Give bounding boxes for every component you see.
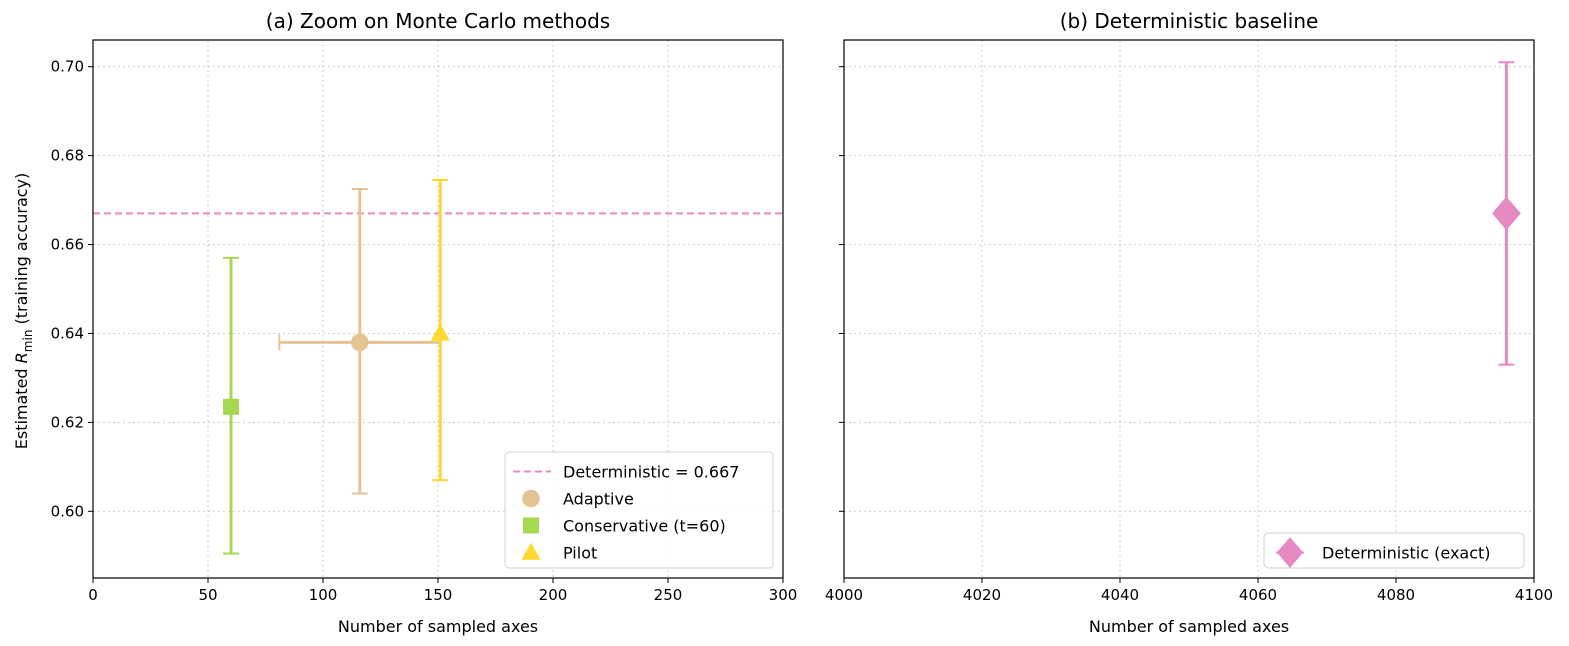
series-adaptive [278,187,442,495]
x-tick-label: 150 [424,586,453,604]
x-tick-label: 4080 [1377,586,1415,604]
legend-label: Deterministic = 0.667 [563,463,739,482]
legend-swatch-square [523,517,539,534]
legend-swatch-triangle [521,542,541,560]
series-deterministic-exact [1492,61,1521,366]
x-tick-label: 4020 [963,586,1001,604]
plot-frame [843,39,1535,579]
legend: Deterministic = 0.667 Adaptive Conservativ… [504,451,774,569]
x-tick-label: 4040 [1101,586,1139,604]
y-axis-label-suffix: (training accuracy) [12,173,31,330]
panel-title: (a) Zoom on Monte Carlo methods [266,9,610,33]
x-tick-label: 4060 [1239,586,1277,604]
legend-box [1263,532,1525,569]
x-tick-label: 100 [309,586,338,604]
x-tick-label: 0 [88,586,98,604]
legend-label: Pilot [563,544,597,563]
data-point [430,323,450,341]
data-point [351,333,369,352]
y-axis-label-var: R [12,352,31,363]
data-point [223,398,239,415]
legend-label: Conservative (t=60) [563,517,726,536]
y-tick-label: 0.70 [51,58,84,76]
series-conservative-t-60 [223,256,239,555]
y-axis-label-sub: min [21,330,35,353]
data-point [1492,196,1521,231]
panel-a: 0 50 100 150 200 250 300 0.60 0.62 0.64 0.66 0.68 0.… [12,9,797,636]
legend-label: Adaptive [563,490,634,509]
x-axis-label: Number of sampled axes [1089,617,1289,636]
x-axis-label: Number of sampled axes [338,617,538,636]
panel-title: (b) Deterministic baseline [1060,9,1319,33]
x-tick-label: 4000 [825,586,863,604]
x-tick-label: 4100 [1515,586,1553,604]
legend: Deterministic (exact) [1263,532,1525,569]
y-tick-label: 0.64 [51,324,84,342]
y-tick-label: 0.68 [51,147,84,165]
x-tick-label: 200 [539,586,568,604]
y-axis-label: Estimated Rmin (training accuracy) [12,173,35,450]
legend-label: Deterministic (exact) [1322,544,1491,563]
x-tick-label: 50 [198,586,217,604]
y-axis-label-prefix: Estimated [12,363,31,449]
legend-box [504,451,774,569]
panel-b: 4000 4020 4040 4060 4080 4100 (b) Deterministi… [825,9,1553,636]
y-tick-label: 0.62 [51,413,84,431]
y-tick-label: 0.66 [51,236,84,254]
legend-swatch-circle [522,489,540,508]
x-tick-label: 250 [654,586,683,604]
y-tick-label: 0.60 [51,502,84,520]
x-tick-label: 300 [769,586,798,604]
series-pilot [430,179,450,482]
